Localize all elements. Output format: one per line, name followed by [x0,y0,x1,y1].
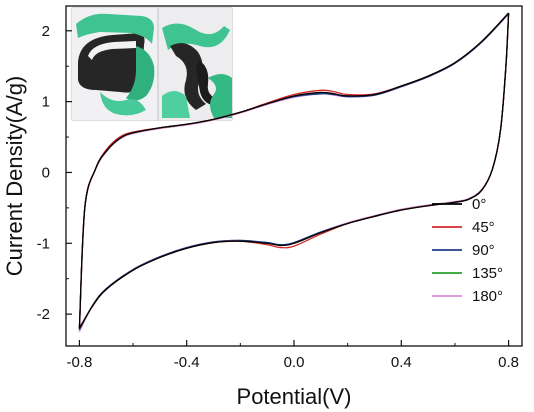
x-tick-label: 0.4 [391,354,412,371]
cv-curves [78,12,510,333]
x-tick-label: -0.4 [174,354,200,371]
legend: 0° 45° 90° 135° 180° [432,196,503,305]
legend-label: 135° [472,265,503,282]
y-tick-label: 1 [42,94,50,111]
y-axis-title: Current Density(A/g) [2,76,27,277]
y-tick-label: 0 [42,164,50,181]
legend-label: 0° [472,196,486,213]
x-tick-label: 0.8 [498,354,519,371]
y-tick-label: -1 [37,235,50,252]
axes-layer: -0.8 -0.4 0.0 0.4 0.8 -2 -1 0 1 2 [37,23,519,371]
legend-label: 45° [472,219,495,236]
y-tick-label: -2 [37,306,50,323]
x-tick-label: -0.8 [66,354,92,371]
legend-label: 90° [472,242,495,259]
series-0-lower-branch [78,13,510,329]
y-tick-label: 2 [42,23,50,40]
x-axis-title: Potential(V) [237,384,352,409]
x-tick-label: 0.0 [284,354,305,371]
legend-label: 180° [472,288,503,305]
series-0-upper-branch [78,12,510,329]
inset-photo [71,7,233,121]
